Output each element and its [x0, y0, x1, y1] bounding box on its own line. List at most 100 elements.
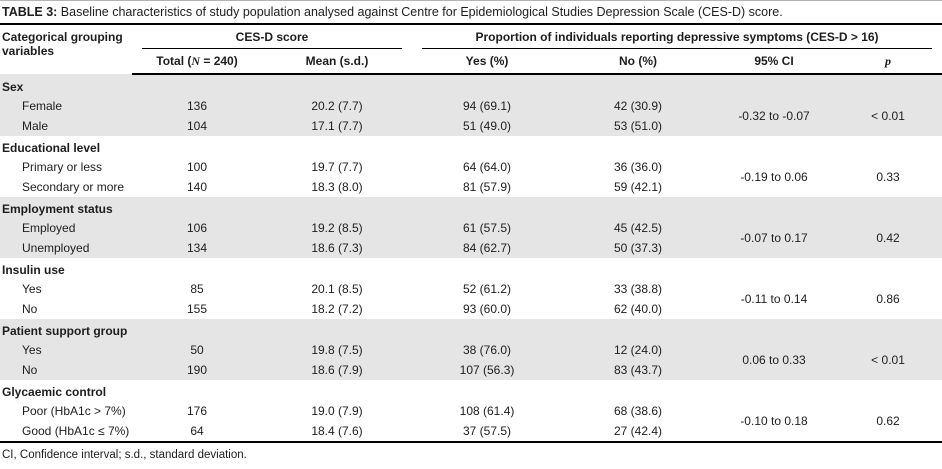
cell-total: 64 — [190, 424, 204, 438]
cell-total: 140 — [186, 180, 208, 194]
cell-no: 45 (42.5) — [614, 221, 663, 235]
cell-yes: 94 (69.1) — [463, 99, 512, 113]
header-group-proportion: Proportion of individuals reporting depr… — [412, 25, 942, 49]
section-title: Patient support group — [2, 324, 128, 338]
cell-95ci: -0.11 to 0.14 — [740, 292, 808, 306]
cell-p-value: < 0.01 — [871, 353, 905, 367]
cell-yes: 61 (57.5) — [463, 221, 512, 235]
cell-yes: 64 (64.0) — [463, 160, 512, 174]
table-caption-text: Baseline characteristics of study popula… — [57, 5, 783, 19]
header-group-proportion-label: Proportion of individuals reporting depr… — [422, 25, 933, 49]
cell-total: 106 — [186, 221, 208, 235]
cell-total: 85 — [190, 282, 204, 296]
table-row: No 190 18.6 (7.9) 107 (56.3) 83 (43.7) — [0, 360, 942, 380]
section-educational-level: Educational level Primary or less 100 19… — [0, 136, 942, 197]
cell-yes: 93 (60.0) — [463, 302, 512, 316]
cell-p-value: 0.42 — [876, 231, 900, 245]
table-row: Primary or less 100 19.7 (7.7) 64 (64.0)… — [0, 157, 942, 184]
header-group-cesd-label: CES-D score — [142, 25, 403, 49]
cell-mean-sd: 17.1 (7.7) — [311, 119, 363, 133]
cell-mean-sd: 18.3 (8.0) — [311, 180, 363, 194]
table-row: Poor (HbA1c > 7%) 176 19.0 (7.9) 108 (61… — [0, 401, 942, 428]
table-row: Employed 106 19.2 (8.5) 61 (57.5) 45 (42… — [0, 218, 942, 245]
cell-p-value: < 0.01 — [871, 109, 905, 123]
cell-mean-sd: 18.2 (7.2) — [311, 302, 363, 316]
cell-no: 62 (40.0) — [614, 302, 663, 316]
row-label: Good (HbA1c ≤ 7%) — [22, 424, 130, 438]
table-header: Categorical grouping variables CES-D sco… — [0, 25, 942, 75]
header-total-pre: Total ( — [156, 54, 192, 68]
row-label: Unemployed — [22, 241, 90, 255]
table-row: No 155 18.2 (7.2) 93 (60.0) 62 (40.0) — [0, 299, 942, 319]
row-label: Employed — [22, 221, 76, 235]
header-total-post: = 240) — [200, 54, 238, 68]
cell-total: 155 — [186, 302, 208, 316]
row-label: Yes — [22, 343, 42, 357]
bottom-rule — [0, 441, 942, 443]
cell-total: 100 — [186, 160, 208, 174]
row-label: Poor (HbA1c > 7%) — [22, 404, 126, 418]
section-title: Glycaemic control — [2, 385, 107, 399]
table-row: Male 104 17.1 (7.7) 51 (49.0) 53 (51.0) — [0, 116, 942, 136]
cell-yes: 37 (57.5) — [463, 424, 512, 438]
header-yes-pct: Yes (%) — [412, 49, 563, 75]
cell-95ci: -0.19 to 0.06 — [740, 170, 808, 184]
section-title: Sex — [2, 80, 24, 94]
row-label: Female — [22, 99, 63, 113]
cell-yes: 84 (62.7) — [463, 241, 512, 255]
table-row: Yes 85 20.1 (8.5) 52 (61.2) 33 (38.8) -0… — [0, 279, 942, 306]
cell-95ci: 0.06 to 0.33 — [742, 353, 806, 367]
section-title: Educational level — [2, 141, 101, 155]
section-sex: Sex Female 136 20.2 (7.7) 94 (69.1) 42 (… — [0, 74, 942, 136]
cell-mean-sd: 18.6 (7.9) — [311, 363, 363, 377]
section-insulin-use: Insulin use Yes 85 20.1 (8.5) 52 (61.2) … — [0, 258, 942, 319]
cell-mean-sd: 20.2 (7.7) — [311, 99, 363, 113]
table-number: TABLE 3: — [2, 5, 58, 19]
cell-p-value: 0.86 — [876, 292, 900, 306]
cell-p-value: 0.33 — [876, 170, 900, 184]
header-p-value: p — [834, 49, 942, 75]
cell-yes: 51 (49.0) — [463, 119, 512, 133]
cell-no: 33 (38.8) — [614, 282, 663, 296]
cell-total: 134 — [186, 241, 208, 255]
cell-yes: 38 (76.0) — [463, 343, 512, 357]
section-title: Insulin use — [2, 263, 65, 277]
table-row: Unemployed 134 18.6 (7.3) 84 (62.7) 50 (… — [0, 238, 942, 258]
cell-no: 83 (43.7) — [614, 363, 663, 377]
header-no-pct: No (%) — [562, 49, 715, 75]
header-mean-sd: Mean (s.d.) — [262, 49, 413, 75]
row-label: Yes — [22, 282, 42, 296]
table-row: Good (HbA1c ≤ 7%) 64 18.4 (7.6) 37 (57.5… — [0, 421, 942, 441]
cell-no: 59 (42.1) — [614, 180, 663, 194]
row-label: No — [22, 363, 38, 377]
table-caption: TABLE 3: Baseline characteristics of stu… — [0, 1, 942, 25]
header-total-n: N — [191, 54, 201, 68]
cell-yes: 107 (56.3) — [459, 363, 515, 377]
row-label: Male — [22, 119, 49, 133]
cell-no: 42 (30.9) — [614, 99, 663, 113]
table-row: Secondary or more 140 18.3 (8.0) 81 (57.… — [0, 177, 942, 197]
cell-95ci: -0.07 to 0.17 — [740, 231, 808, 245]
cell-yes: 52 (61.2) — [463, 282, 512, 296]
table-footnote: CI, Confidence interval; s.d., standard … — [2, 449, 247, 461]
cell-mean-sd: 20.1 (8.5) — [311, 282, 363, 296]
cell-no: 68 (38.6) — [614, 404, 663, 418]
cell-95ci: -0.10 to 0.18 — [740, 414, 808, 428]
table-row: Female 136 20.2 (7.7) 94 (69.1) 42 (30.9… — [0, 96, 942, 123]
section-employment-status: Employment status Employed 106 19.2 (8.5… — [0, 197, 942, 258]
header-95ci: 95% CI — [714, 49, 835, 75]
cell-no: 50 (37.3) — [614, 241, 663, 255]
header-group-cesd: CES-D score — [132, 25, 412, 49]
cell-no: 36 (36.0) — [614, 160, 663, 174]
cell-no: 53 (51.0) — [614, 119, 663, 133]
cell-no: 12 (24.0) — [614, 343, 663, 357]
cell-no: 27 (42.4) — [614, 424, 663, 438]
header-categorical-variables: Categorical grouping variables — [2, 30, 123, 58]
data-table: Categorical grouping variables CES-D sco… — [0, 25, 942, 441]
section-title: Employment status — [2, 202, 113, 216]
cell-95ci: -0.32 to -0.07 — [738, 109, 810, 123]
cell-mean-sd: 19.8 (7.5) — [311, 343, 363, 357]
cell-total: 50 — [190, 343, 204, 357]
cell-total: 136 — [186, 99, 208, 113]
cell-mean-sd: 19.0 (7.9) — [311, 404, 363, 418]
